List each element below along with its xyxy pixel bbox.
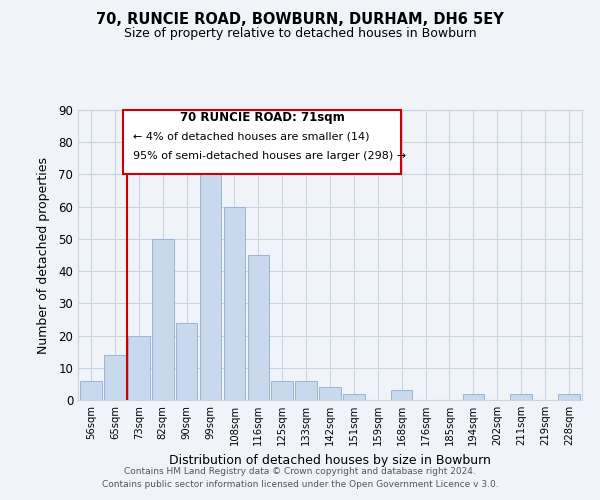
Bar bbox=[248, 255, 269, 400]
Y-axis label: Number of detached properties: Number of detached properties bbox=[37, 156, 50, 354]
Bar bbox=[104, 355, 126, 400]
Text: Contains public sector information licensed under the Open Government Licence v : Contains public sector information licen… bbox=[101, 480, 499, 489]
Bar bbox=[200, 165, 221, 400]
X-axis label: Distribution of detached houses by size in Bowburn: Distribution of detached houses by size … bbox=[169, 454, 491, 466]
Bar bbox=[176, 322, 197, 400]
Text: 70, RUNCIE ROAD, BOWBURN, DURHAM, DH6 5EY: 70, RUNCIE ROAD, BOWBURN, DURHAM, DH6 5E… bbox=[96, 12, 504, 28]
Bar bbox=[80, 380, 102, 400]
Bar bbox=[152, 239, 173, 400]
Bar bbox=[511, 394, 532, 400]
Bar bbox=[343, 394, 365, 400]
Bar bbox=[391, 390, 412, 400]
Text: Size of property relative to detached houses in Bowburn: Size of property relative to detached ho… bbox=[124, 28, 476, 40]
Text: Contains HM Land Registry data © Crown copyright and database right 2024.: Contains HM Land Registry data © Crown c… bbox=[124, 467, 476, 476]
FancyBboxPatch shape bbox=[124, 110, 401, 174]
Bar bbox=[128, 336, 149, 400]
Text: 70 RUNCIE ROAD: 71sqm: 70 RUNCIE ROAD: 71sqm bbox=[179, 112, 344, 124]
Bar bbox=[463, 394, 484, 400]
Text: 95% of semi-detached houses are larger (298) →: 95% of semi-detached houses are larger (… bbox=[133, 150, 407, 160]
Bar bbox=[271, 380, 293, 400]
Bar bbox=[224, 206, 245, 400]
Text: ← 4% of detached houses are smaller (14): ← 4% of detached houses are smaller (14) bbox=[133, 132, 370, 142]
Bar bbox=[558, 394, 580, 400]
Bar bbox=[295, 380, 317, 400]
Bar bbox=[319, 387, 341, 400]
